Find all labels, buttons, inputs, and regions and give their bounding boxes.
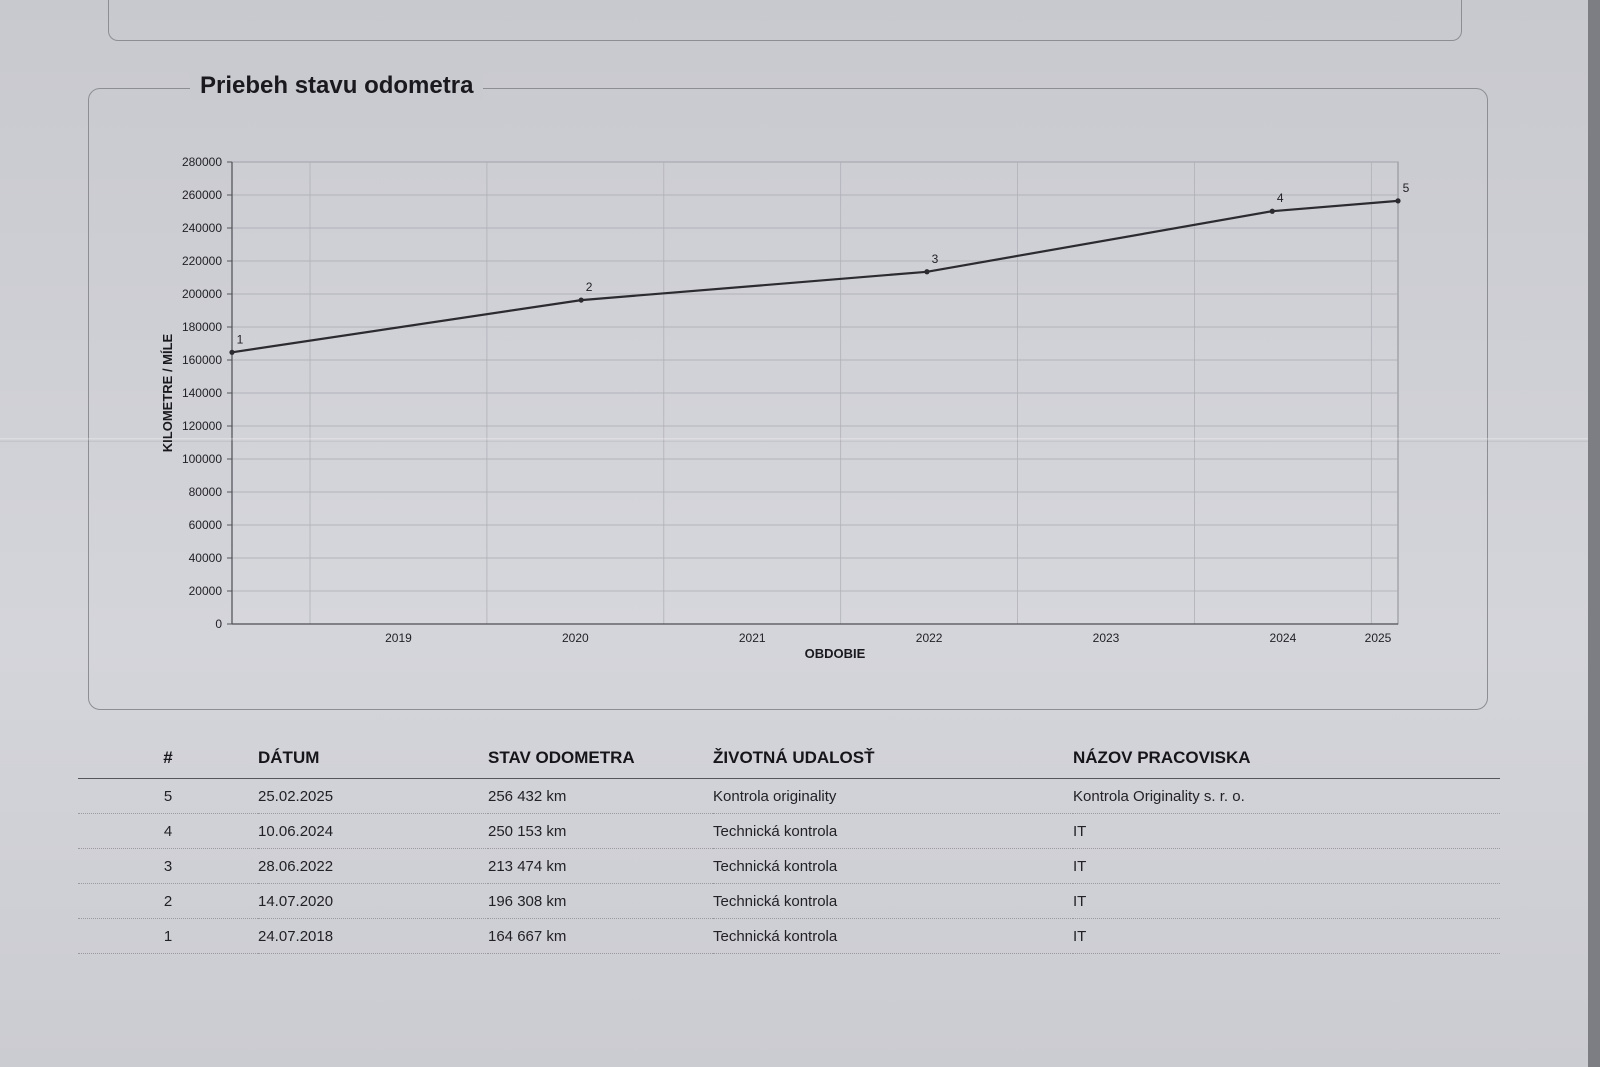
- y-tick-label: 200000: [182, 287, 222, 301]
- y-tick-label: 40000: [189, 551, 223, 565]
- y-tick-label: 60000: [189, 518, 223, 532]
- section-title: Priebeh stavu odometra: [190, 72, 484, 100]
- y-tick-label: 0: [215, 617, 222, 631]
- y-tick-label: 100000: [182, 452, 222, 466]
- x-tick-label: 2023: [1093, 631, 1120, 645]
- table-row: 4 10.06.2024 250 153 km Technická kontro…: [78, 813, 1500, 849]
- y-tick-label: 280000: [182, 155, 222, 169]
- row-odometer: 250 153 km: [488, 813, 713, 849]
- row-number: 3: [78, 848, 258, 884]
- row-event: Technická kontrola: [713, 918, 1073, 954]
- x-tick-label: 2021: [739, 631, 766, 645]
- row-workplace: IT: [1073, 813, 1500, 849]
- y-axis-title: KILOMETRE / MÍLE: [160, 333, 175, 452]
- row-odometer: 196 308 km: [488, 883, 713, 919]
- x-tick-label: 2025: [1365, 631, 1392, 645]
- table-row: 5 25.02.2025 256 432 km Kontrola origina…: [78, 778, 1500, 814]
- y-tick-label: 120000: [182, 419, 222, 433]
- row-event: Technická kontrola: [713, 883, 1073, 919]
- y-tick-label: 140000: [182, 386, 222, 400]
- y-tick-label: 20000: [189, 584, 223, 598]
- y-tick-label: 80000: [189, 485, 223, 499]
- y-tick-label: 220000: [182, 254, 222, 268]
- table-header-row: # DÁTUM STAV ODOMETRA ŽIVOTNÁ UDALOSŤ NÁ…: [78, 742, 1500, 779]
- table-row: 3 28.06.2022 213 474 km Technická kontro…: [78, 848, 1500, 884]
- header-odometer: STAV ODOMETRA: [488, 742, 713, 779]
- row-event: Technická kontrola: [713, 848, 1073, 884]
- row-odometer: 213 474 km: [488, 848, 713, 884]
- y-tick-label: 180000: [182, 320, 222, 334]
- data-point: [1269, 208, 1275, 214]
- row-workplace: IT: [1073, 848, 1500, 884]
- row-workplace: Kontrola Originality s. r. o.: [1073, 778, 1500, 814]
- row-odometer: 164 667 km: [488, 918, 713, 954]
- row-date: 28.06.2022: [258, 848, 488, 884]
- x-tick-label: 2019: [385, 631, 412, 645]
- row-odometer: 256 432 km: [488, 778, 713, 814]
- data-point: [1395, 198, 1401, 204]
- row-number: 1: [78, 918, 258, 954]
- row-event: Kontrola originality: [713, 778, 1073, 814]
- y-tick-label: 160000: [182, 353, 222, 367]
- header-number: #: [78, 742, 258, 779]
- y-tick-label: 240000: [182, 221, 222, 235]
- odometer-history-table: # DÁTUM STAV ODOMETRA ŽIVOTNÁ UDALOSŤ NÁ…: [78, 742, 1500, 954]
- row-number: 4: [78, 813, 258, 849]
- previous-section-box: [108, 0, 1462, 41]
- x-tick-label: 2022: [916, 631, 943, 645]
- row-date: 25.02.2025: [258, 778, 488, 814]
- row-workplace: IT: [1073, 918, 1500, 954]
- table-row: 2 14.07.2020 196 308 km Technická kontro…: [78, 883, 1500, 919]
- row-date: 10.06.2024: [258, 813, 488, 849]
- row-number: 5: [78, 778, 258, 814]
- y-tick-label: 260000: [182, 188, 222, 202]
- x-tick-label: 2024: [1270, 631, 1297, 645]
- data-point-label: 1: [237, 332, 244, 346]
- header-date: DÁTUM: [258, 742, 488, 779]
- data-point: [229, 349, 235, 355]
- chart-panel: [88, 88, 1488, 710]
- data-point: [924, 269, 930, 275]
- row-workplace: IT: [1073, 883, 1500, 919]
- row-number: 2: [78, 883, 258, 919]
- data-point-label: 4: [1277, 191, 1284, 205]
- header-workplace: NÁZOV PRACOVISKA: [1073, 742, 1500, 779]
- row-date: 14.07.2020: [258, 883, 488, 919]
- data-point-label: 3: [932, 252, 939, 266]
- data-point-label: 2: [586, 280, 593, 294]
- data-point-label: 5: [1403, 181, 1410, 195]
- row-event: Technická kontrola: [713, 813, 1073, 849]
- row-date: 24.07.2018: [258, 918, 488, 954]
- header-event: ŽIVOTNÁ UDALOSŤ: [713, 742, 1073, 779]
- table-row: 1 24.07.2018 164 667 km Technická kontro…: [78, 918, 1500, 954]
- x-axis-title: OBDOBIE: [805, 646, 866, 661]
- data-point: [578, 297, 584, 303]
- x-tick-label: 2020: [562, 631, 589, 645]
